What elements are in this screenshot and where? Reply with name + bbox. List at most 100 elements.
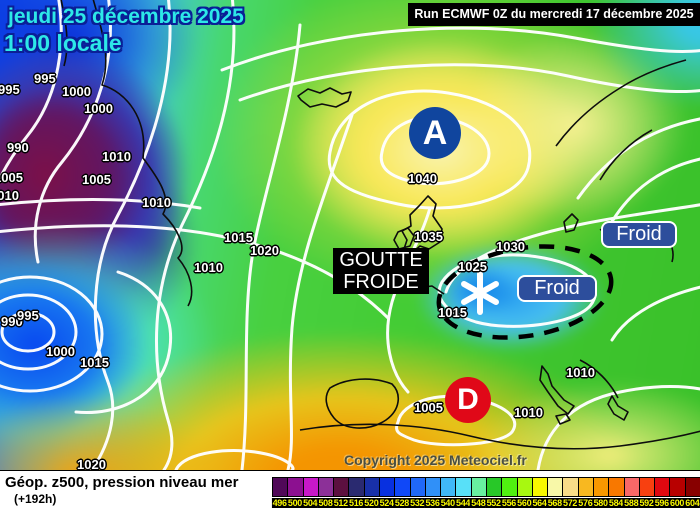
scale-cell [593, 477, 610, 497]
scale-tick: 516 [348, 498, 365, 508]
cold-pool-dashed-ellipse [436, 244, 614, 340]
scale-cell [638, 477, 656, 497]
scale-tick: 584 [607, 498, 624, 508]
isobar-label: 1020 [77, 457, 106, 470]
scale-cell [577, 477, 594, 497]
scale-tick: 572 [562, 498, 579, 508]
isobar-label: 1020 [250, 243, 279, 258]
scale-tick: 568 [546, 498, 563, 508]
map-canvas: 9959951000100099010101005100510109909951… [0, 0, 700, 470]
legend-title: Géop. z500, pression niveau mer [5, 474, 239, 491]
valid-time-caption: jeudi 25 décembre 2025 1:00 locale [4, 5, 244, 57]
scale-tick: 520 [363, 498, 380, 508]
scale-cell [669, 477, 686, 497]
pressure-center-a: A [409, 107, 461, 159]
isobar-label: 1000 [62, 84, 91, 99]
isobar-label: 1040 [408, 171, 437, 186]
legend-bar: Géop. z500, pression niveau mer (+192h) … [0, 470, 700, 512]
froid-badge: Froid [517, 275, 597, 302]
snowflake-icon [461, 271, 499, 315]
pressure-center-d: D [445, 377, 491, 423]
scale-cell [363, 477, 380, 497]
isobar-label: 1035 [414, 229, 443, 244]
scale-tick: 524 [378, 498, 395, 508]
scale-tick: 504 [302, 498, 319, 508]
goutte-froide-line2: FROIDE [343, 271, 419, 293]
coastlines [60, 0, 700, 450]
scale-cell [531, 477, 549, 497]
scale-tick: 548 [470, 498, 487, 508]
scale-cell [562, 477, 579, 497]
isobar-label: 1005 [82, 172, 111, 187]
scale-tick: 508 [317, 498, 334, 508]
isobar-label: 1010 [194, 260, 223, 275]
scale-tick: 564 [531, 498, 548, 508]
scale-tick: 560 [516, 498, 533, 508]
isobar-label: 1030 [496, 239, 525, 254]
scale-cell [501, 477, 518, 497]
model-run-info-bar: Run ECMWF 0Z du mercredi 17 décembre 202… [408, 3, 700, 26]
scale-tick: 496 [271, 498, 288, 508]
scale-tick: 532 [409, 498, 426, 508]
valid-hour-text: 1:00 locale [4, 30, 122, 56]
isobar-label: 1010 [142, 195, 171, 210]
goutte-froide-line1: GOUTTE [339, 249, 423, 271]
isobar-label: 990 [1, 314, 23, 329]
scale-cell [516, 477, 533, 497]
scale-cell [424, 477, 442, 497]
scale-tick: 596 [653, 498, 670, 508]
isobar-label: 1010 [566, 365, 595, 380]
scale-cell [333, 477, 350, 497]
scale-tick: 592 [638, 498, 655, 508]
scale-tick: 576 [577, 498, 594, 508]
isobar-label: 1010 [102, 149, 131, 164]
scale-tick: 500 [286, 498, 303, 508]
scale-cell [608, 477, 625, 497]
froid-badge: Froid [601, 221, 677, 248]
scale-cell [409, 477, 426, 497]
scale-cell [486, 477, 503, 497]
isobar-label: 1005 [414, 400, 443, 415]
scale-tick: 580 [592, 498, 609, 508]
scale-cell [440, 477, 457, 497]
isobar-label: 995 [17, 308, 39, 323]
valid-date-text: jeudi 25 décembre 2025 [8, 5, 244, 28]
scale-tick: 604 [684, 498, 700, 508]
copyright-text: Copyright 2025 Meteociel.fr [344, 452, 527, 468]
scale-cell [317, 477, 335, 497]
scale-tick: 528 [393, 498, 410, 508]
goutte-froide-annotation: GOUTTE FROIDE [333, 248, 429, 294]
isobar-label: 1005 [0, 170, 23, 185]
scale-cell [654, 477, 671, 497]
forecast-lead-time: (+192h) [14, 492, 57, 506]
scale-tick: 540 [439, 498, 456, 508]
scale-tick: 552 [485, 498, 502, 508]
scale-cell [470, 477, 487, 497]
isobar-label: 995 [34, 71, 56, 86]
isobar-label: 1015 [224, 230, 253, 245]
isobar-label: 1010 [0, 188, 19, 203]
scale-tick: 544 [455, 498, 472, 508]
scale-cell [547, 477, 564, 497]
isobar-label: 1000 [84, 101, 113, 116]
isobar-label: 1010 [514, 405, 543, 420]
scale-tick: 600 [669, 498, 686, 508]
scale-cell [272, 477, 289, 497]
scale-cell [379, 477, 396, 497]
scale-cell [623, 477, 640, 497]
scale-cell [394, 477, 411, 497]
isobar-label: 1015 [80, 355, 109, 370]
scale-tick: 512 [332, 498, 349, 508]
isobar-contours [60, 0, 700, 450]
scale-tick: 536 [424, 498, 441, 508]
scale-cell [684, 477, 700, 497]
isobar-label: 995 [0, 82, 20, 97]
isobar-label: 1000 [46, 344, 75, 359]
isobar-label: 990 [7, 140, 29, 155]
scale-tick: 556 [500, 498, 517, 508]
scale-tick: 588 [623, 498, 640, 508]
scale-cell [302, 477, 319, 497]
isobar-label: 1025 [458, 259, 487, 274]
scale-cell [455, 477, 472, 497]
